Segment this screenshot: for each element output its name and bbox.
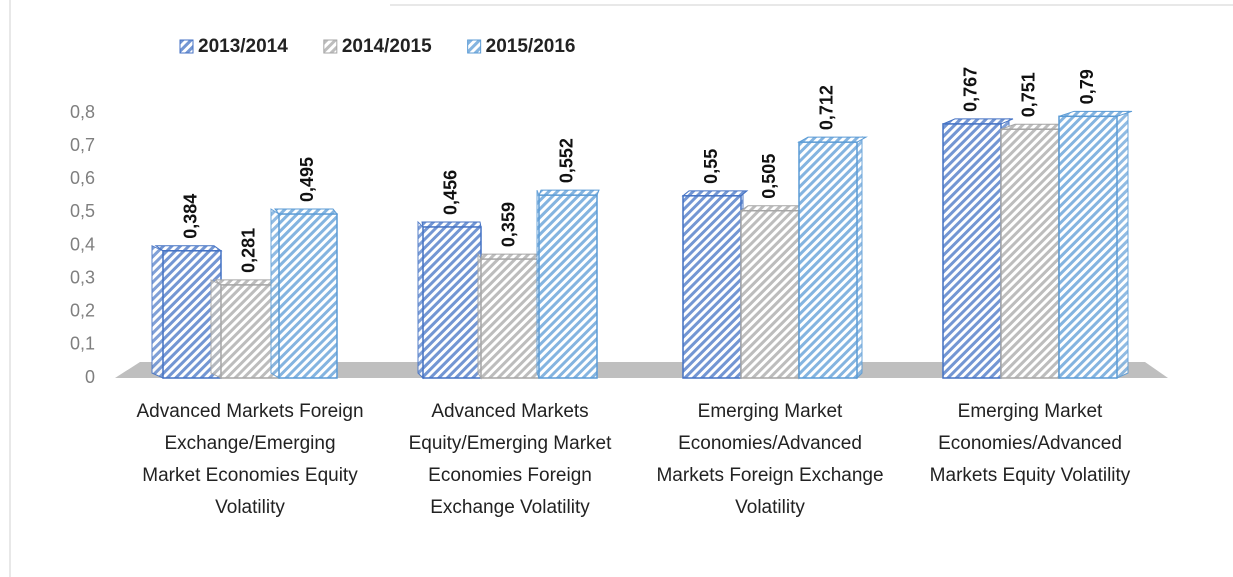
bar: [1058, 115, 1118, 379]
bar-side: [151, 245, 164, 379]
bar: [422, 226, 482, 379]
legend-swatch: [323, 39, 338, 54]
value-label: 0,55: [701, 149, 721, 184]
y-tick-label: 0,6: [70, 168, 95, 188]
bar-side: [210, 279, 222, 379]
value-label: 0,359: [499, 202, 519, 247]
floor: [115, 362, 1168, 378]
value-label: 0,552: [557, 138, 577, 183]
x-tick-label: Advanced Markets Equity/Emerging Market …: [408, 401, 612, 518]
bar-top: [480, 253, 541, 260]
bar: [220, 284, 280, 379]
bar: [1000, 128, 1060, 379]
bar-top: [538, 189, 600, 196]
bar: [278, 213, 338, 379]
y-tick-label: 0,5: [70, 201, 95, 221]
legend-swatch: [467, 39, 482, 54]
y-tick-label: 0,7: [70, 135, 95, 155]
bar: [480, 258, 540, 379]
y-tick-label: 0,4: [70, 234, 95, 254]
value-label: 0,79: [1077, 69, 1097, 104]
x-tick-label: Emerging Market Economies/Advanced Marke…: [929, 401, 1131, 486]
bar: [798, 141, 858, 379]
bar: [682, 195, 742, 379]
value-label: 0,712: [817, 85, 837, 130]
bar: [942, 123, 1002, 379]
y-tick-label: 0: [85, 367, 95, 387]
value-label: 0,505: [759, 154, 779, 199]
y-tick-label: 0,8: [70, 102, 95, 122]
bar: [538, 194, 598, 379]
value-label: 0,456: [441, 170, 461, 215]
y-tick-label: 0,3: [70, 267, 95, 287]
bar: [740, 209, 800, 379]
legend-label: 2013/2014: [198, 36, 288, 57]
bar-top: [797, 136, 868, 143]
legend-swatch: [179, 39, 194, 54]
bar-top: [421, 221, 482, 228]
y-tick-label: 0,1: [70, 334, 95, 354]
bar-top: [942, 118, 1014, 125]
bar-side: [270, 208, 280, 379]
value-label: 0,767: [961, 67, 981, 112]
y-tick-label: 0,2: [70, 301, 95, 321]
x-tick-label: Advanced Markets Foreign Exchange/Emergi…: [136, 401, 364, 518]
value-label: 0,281: [239, 228, 259, 273]
bar-side: [1116, 110, 1129, 379]
legend-label: 2014/2015: [342, 36, 432, 57]
value-label: 0,751: [1019, 72, 1039, 117]
legend-label: 2015/2016: [486, 36, 576, 57]
value-label: 0,495: [297, 157, 317, 202]
x-tick-label: Emerging Market Economies/Advanced Marke…: [656, 401, 884, 518]
value-label: 0,384: [181, 194, 201, 239]
